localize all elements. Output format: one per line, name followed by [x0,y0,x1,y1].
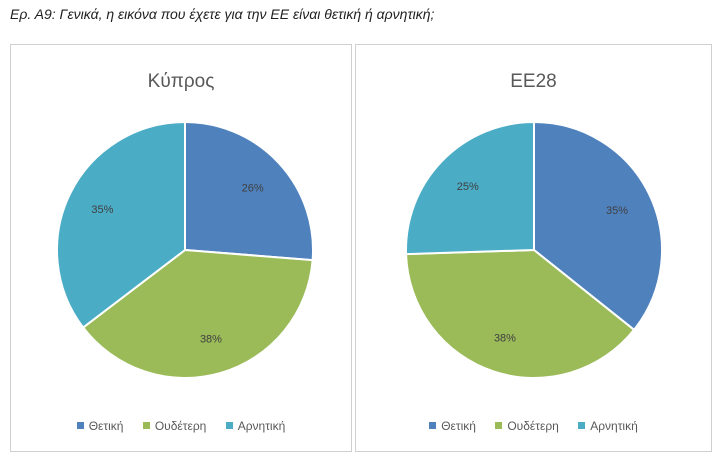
legend-label: Αρνητική [237,419,286,433]
data-label-negative: 25% [457,181,479,193]
question-title: Ερ. Α9: Γενικά, η εικόνα που έχετε για τ… [10,6,435,22]
legend-item-neutral: Ουδέτερη [142,419,207,433]
data-label-positive: 26% [242,182,264,194]
legend-item-negative: Αρνητική [225,419,286,433]
pie-slice-neutral [405,248,636,379]
legend: Θετική Ουδέτερη Αρνητική [356,419,711,433]
legend-label: Ουδέτερη [154,419,207,433]
pie-chart-cyprus: 26% 38% 35% Κύπρος Θετική Ουδέτερη Αρνητικ… [10,44,352,452]
data-label-positive: 35% [606,205,628,217]
pie-slice-neutral [81,248,314,379]
pie-chart-eu28: 35% 38% 25% ΕΕ28 Θετική Ουδέτερη Αρνητική [355,44,712,452]
legend: Θετική Ουδέτερη Αρνητική [11,419,351,433]
data-label-negative: 35% [91,204,113,216]
pie-plot-cyprus: 26% 38% 35% [56,120,314,379]
legend-item-positive: Θετική [429,419,476,433]
legend-label: Ουδέτερη [507,419,559,433]
legend-label: Αρνητική [590,419,638,433]
pie-plot-eu28: 35% 38% 25% [405,120,663,379]
legend-item-positive: Θετική [76,419,124,433]
data-label-neutral: 38% [200,333,222,345]
legend-label: Θετική [441,419,476,433]
legend-item-negative: Αρνητική [578,419,638,433]
chart-title: ΕΕ28 [510,71,557,92]
legend-swatch [225,422,233,429]
legend-label: Θετική [88,419,124,433]
legend-swatch [76,422,84,429]
legend-swatch [495,422,503,429]
legend-swatch [142,422,150,429]
legend-swatch [429,422,437,429]
legend-item-neutral: Ουδέτερη [495,419,559,433]
data-label-neutral: 38% [494,332,516,344]
pie-slice-negative [405,120,535,256]
pie-slice-negative [56,120,186,329]
pie-slice-positive [184,120,314,262]
legend-swatch [578,422,586,429]
chart-title: Κύπρος [147,71,215,92]
pie-slice-positive [533,120,663,332]
